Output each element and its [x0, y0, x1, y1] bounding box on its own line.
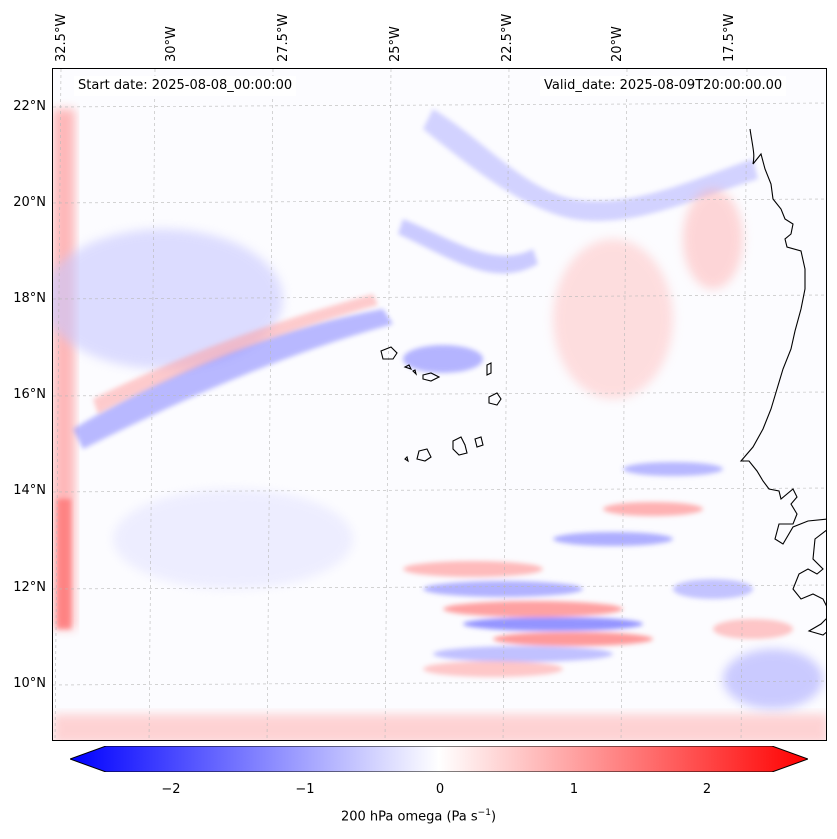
parallel-gridline [53, 102, 826, 108]
south-edge-band [53, 714, 826, 740]
meridian-gridline [740, 69, 748, 740]
colorbar-tick-label: −1 [295, 782, 315, 797]
northern-blue-streak [423, 109, 758, 221]
valid-date-label: Valid_date: 2025-08-09T20:00:00.00 [540, 76, 787, 96]
central-descent-patch [403, 345, 483, 373]
colorbar [70, 746, 808, 772]
colorbar-tick-label: 2 [702, 782, 712, 797]
longitude-label: 27.5°W [276, 13, 291, 62]
southern-wave-train [403, 462, 793, 677]
meridian-gridline [620, 69, 628, 740]
colorbar-label-text: 200 hPa omega (Pa s [340, 809, 478, 825]
colorbar-tick-label: 0 [435, 782, 445, 797]
start-date-label: Start date: 2025-08-08_00:00:00 [74, 76, 297, 96]
southwest-faint-descent [113, 489, 353, 589]
latitude-label: 22°N [13, 99, 46, 114]
colorbar-label-exponent: −1 [477, 808, 491, 818]
meridian-gridline [266, 69, 274, 740]
east-red-patch-2 [683, 189, 743, 289]
meridian-gridline [502, 69, 510, 740]
latitude-label: 16°N [13, 387, 46, 402]
diagonal-red-band [93, 294, 378, 414]
longitude-label: 22.5°W [500, 13, 515, 62]
cape-verde-islands [380, 346, 502, 463]
latitude-label: 12°N [13, 580, 46, 595]
longitude-label: 17.5°W [722, 13, 737, 62]
west-edge-red-core [57, 499, 71, 629]
latitude-label: 18°N [13, 291, 46, 306]
omega-shading [53, 109, 826, 740]
parallel-gridline [53, 680, 826, 686]
west-descent-region [53, 229, 283, 369]
latitude-label: 14°N [13, 483, 46, 498]
colorbar-gradient [70, 746, 808, 772]
longitude-label: 20°W [610, 26, 625, 62]
longitude-label: 30°W [164, 26, 179, 62]
colorbar-tick-label: −2 [161, 782, 181, 797]
longitude-label: 32.5°W [54, 13, 69, 62]
east-red-patch [553, 239, 673, 399]
southeast-descent [723, 649, 823, 709]
omega-field-map [53, 69, 826, 740]
diagonal-blue-band [73, 309, 393, 449]
meridian-gridline [384, 69, 392, 740]
colorbar-tick-label: 1 [569, 782, 579, 797]
latitude-label: 20°N [13, 195, 46, 210]
map-panel [52, 68, 827, 741]
parallel-gridline [53, 487, 826, 493]
meridian-gridline [148, 69, 156, 740]
longitude-label: 25°W [388, 26, 403, 62]
colorbar-label-close: ) [490, 809, 497, 825]
africa-coastline [739, 128, 826, 636]
latitude-label: 10°N [13, 676, 46, 691]
north-central-streak [398, 219, 538, 274]
gridlines [53, 69, 826, 740]
meridian-gridline [54, 69, 62, 740]
colorbar-label: 200 hPa omega (Pa s−1) [0, 808, 837, 824]
